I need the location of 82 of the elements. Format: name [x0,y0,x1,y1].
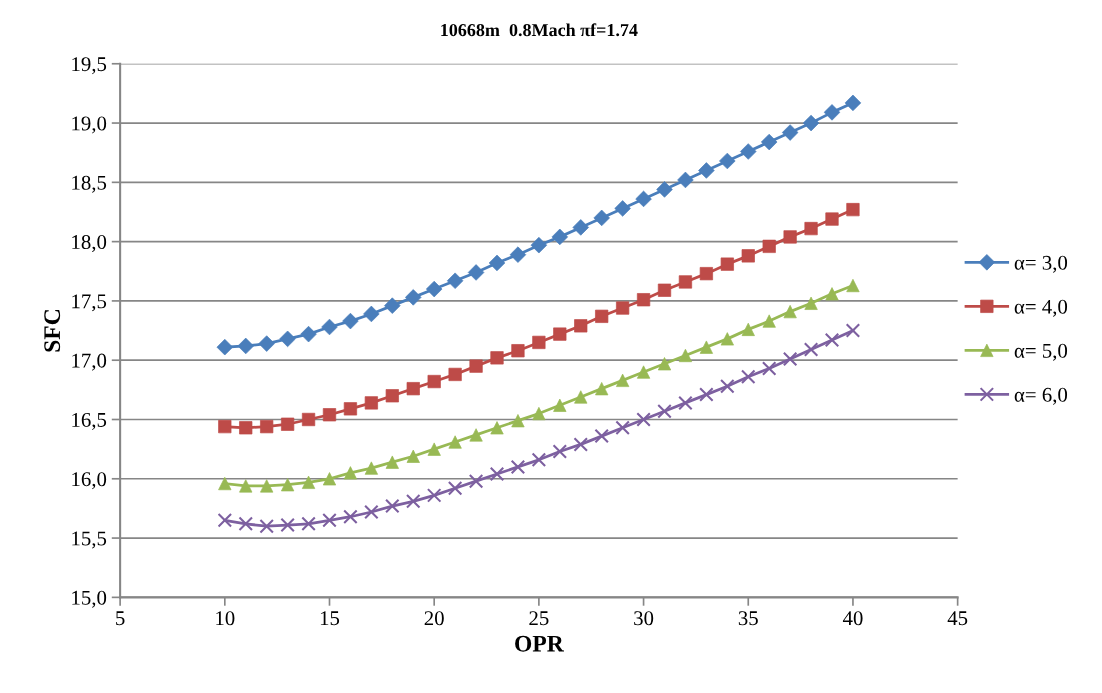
x-tick-label: 15 [320,611,340,626]
point [699,267,713,281]
point [615,420,630,436]
point [300,325,317,343]
point [489,466,505,482]
point [720,257,734,271]
point [636,412,651,427]
point [342,312,359,330]
point [301,516,316,532]
point [824,332,840,348]
y-tick-label: 18,5 [72,175,107,193]
point [279,330,296,348]
point [343,509,358,525]
x-axis-title: OPR [515,635,565,652]
point [364,396,378,410]
legend-label: α= 5,0 [1014,343,1068,361]
point [845,323,861,338]
point [573,437,589,452]
point [217,513,233,528]
legend-label: α= 4,0 [1014,299,1068,317]
x-tick-label: 30 [634,611,654,626]
y-tick-label: 15,0 [72,590,107,608]
y-axis-title: SFC [44,310,61,352]
point [635,190,652,208]
point [405,494,421,509]
x-tick-label: 25 [529,611,549,626]
point [782,351,798,367]
point [740,369,756,385]
point [364,504,379,520]
point [510,459,526,475]
y-tick-label: 18,0 [72,235,107,253]
x-tick-label: 35 [738,611,758,626]
x-tick-label: 40 [842,611,863,626]
y-tick-label: 15,5 [72,531,107,549]
point [406,449,420,463]
point [343,402,358,416]
point [322,513,337,528]
point [699,387,714,402]
y-tick-label: 16,0 [72,472,107,490]
point [595,309,609,323]
point [280,517,295,533]
point [593,209,610,227]
point [448,367,462,382]
point [657,403,672,419]
point [260,420,274,434]
point [426,488,442,503]
point [678,395,693,411]
point [301,412,316,427]
y-tick-label: 17,5 [72,294,107,312]
point [552,444,568,459]
point [846,278,860,293]
point [238,516,254,532]
chart-title: 10668m 0.8Mach πf=1.74 [441,23,638,37]
point [720,379,735,394]
point [468,473,484,489]
point [467,264,485,281]
y-tick-label: 16,5 [72,412,107,430]
y-tick-label: 17,0 [72,353,107,371]
point [259,518,274,534]
y-tick-label: 19,5 [72,57,107,75]
point [531,452,547,468]
point [301,475,316,489]
point [321,318,338,336]
x-tick-label: 10 [216,611,235,626]
point [678,275,693,289]
point [447,480,463,496]
point [740,143,757,160]
legend-label: α= 3,0 [1014,255,1068,273]
y-tick-label: 19,0 [72,116,107,134]
point [803,342,819,357]
point [741,249,755,263]
legend-label: α= 6,0 [1014,387,1068,405]
point [761,361,777,376]
x-tick-label: 45 [947,611,968,626]
x-tick-label: 20 [424,611,444,626]
point [363,305,380,323]
point [594,428,609,444]
point [616,373,630,387]
point [218,420,232,434]
x-tick-label: 5 [116,611,125,626]
point [385,498,400,514]
point [781,124,799,141]
